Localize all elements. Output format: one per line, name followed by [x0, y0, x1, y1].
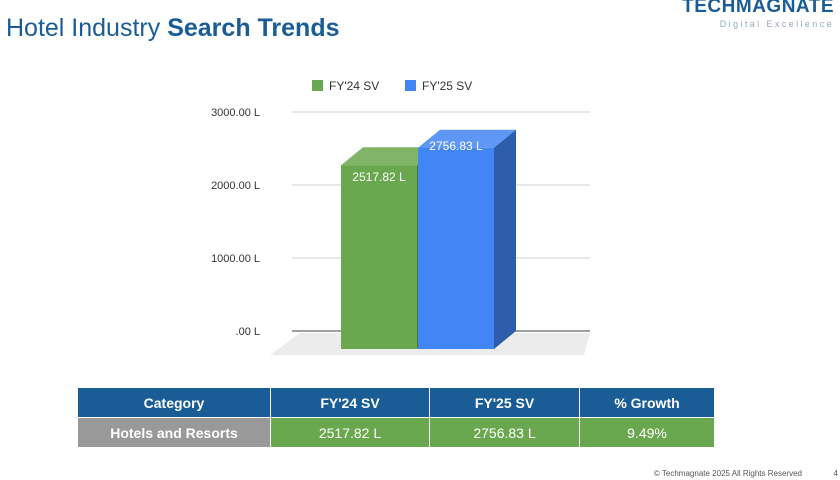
- data-label: 2517.82 L: [352, 170, 406, 184]
- logo-tagline: Digital Excellence: [719, 19, 834, 29]
- data-table: Category FY'24 SV FY'25 SV % Growth Hote…: [77, 387, 715, 448]
- logo-name: TECHMAGNATE: [682, 0, 834, 17]
- cell-fy24: 2517.82 L: [270, 417, 430, 448]
- header-fy25: FY'25 SV: [429, 387, 580, 418]
- title-bold: Search Trends: [167, 14, 340, 42]
- bar: [341, 165, 417, 349]
- header-category: Category: [77, 387, 271, 418]
- y-tick-label: .00 L: [236, 326, 260, 338]
- page-title: Hotel Industry Search Trends: [6, 14, 340, 43]
- legend-label: FY'25 SV: [422, 79, 472, 93]
- bar-top: [418, 129, 516, 148]
- legend-label: FY'24 SV: [329, 79, 379, 93]
- cell-category: Hotels and Resorts: [77, 417, 271, 448]
- bar-chart: .00 L 1000.00 L 2000.00 L 3000.00 L 2517.82 …: [211, 79, 590, 355]
- cell-growth: 9.49%: [579, 417, 715, 448]
- title-light: Hotel Industry: [6, 14, 161, 42]
- brand-logo: TECHMAGNATE Digital Excellence: [682, 0, 834, 30]
- page-number: 4: [833, 469, 838, 478]
- header-growth: % Growth: [579, 387, 715, 418]
- bar: [418, 147, 494, 349]
- legend-swatch: [312, 80, 323, 91]
- header-fy24: FY'24 SV: [270, 387, 430, 418]
- data-label: 2756.83 L: [429, 139, 483, 153]
- table-header-row: Category FY'24 SV FY'25 SV % Growth: [77, 387, 715, 418]
- cell-fy25: 2756.83 L: [429, 417, 580, 448]
- bar-side: [494, 129, 516, 349]
- y-tick-label: 3000.00 L: [211, 107, 260, 119]
- y-tick-label: 2000.00 L: [211, 180, 260, 192]
- bar-top: [341, 147, 439, 166]
- legend-swatch: [405, 80, 416, 91]
- y-tick-label: 1000.00 L: [211, 253, 260, 265]
- footer-copyright: © Techmagnate 2025 All Rights Reserved: [653, 469, 802, 478]
- table-row: Hotels and Resorts 2517.82 L 2756.83 L 9…: [77, 417, 715, 448]
